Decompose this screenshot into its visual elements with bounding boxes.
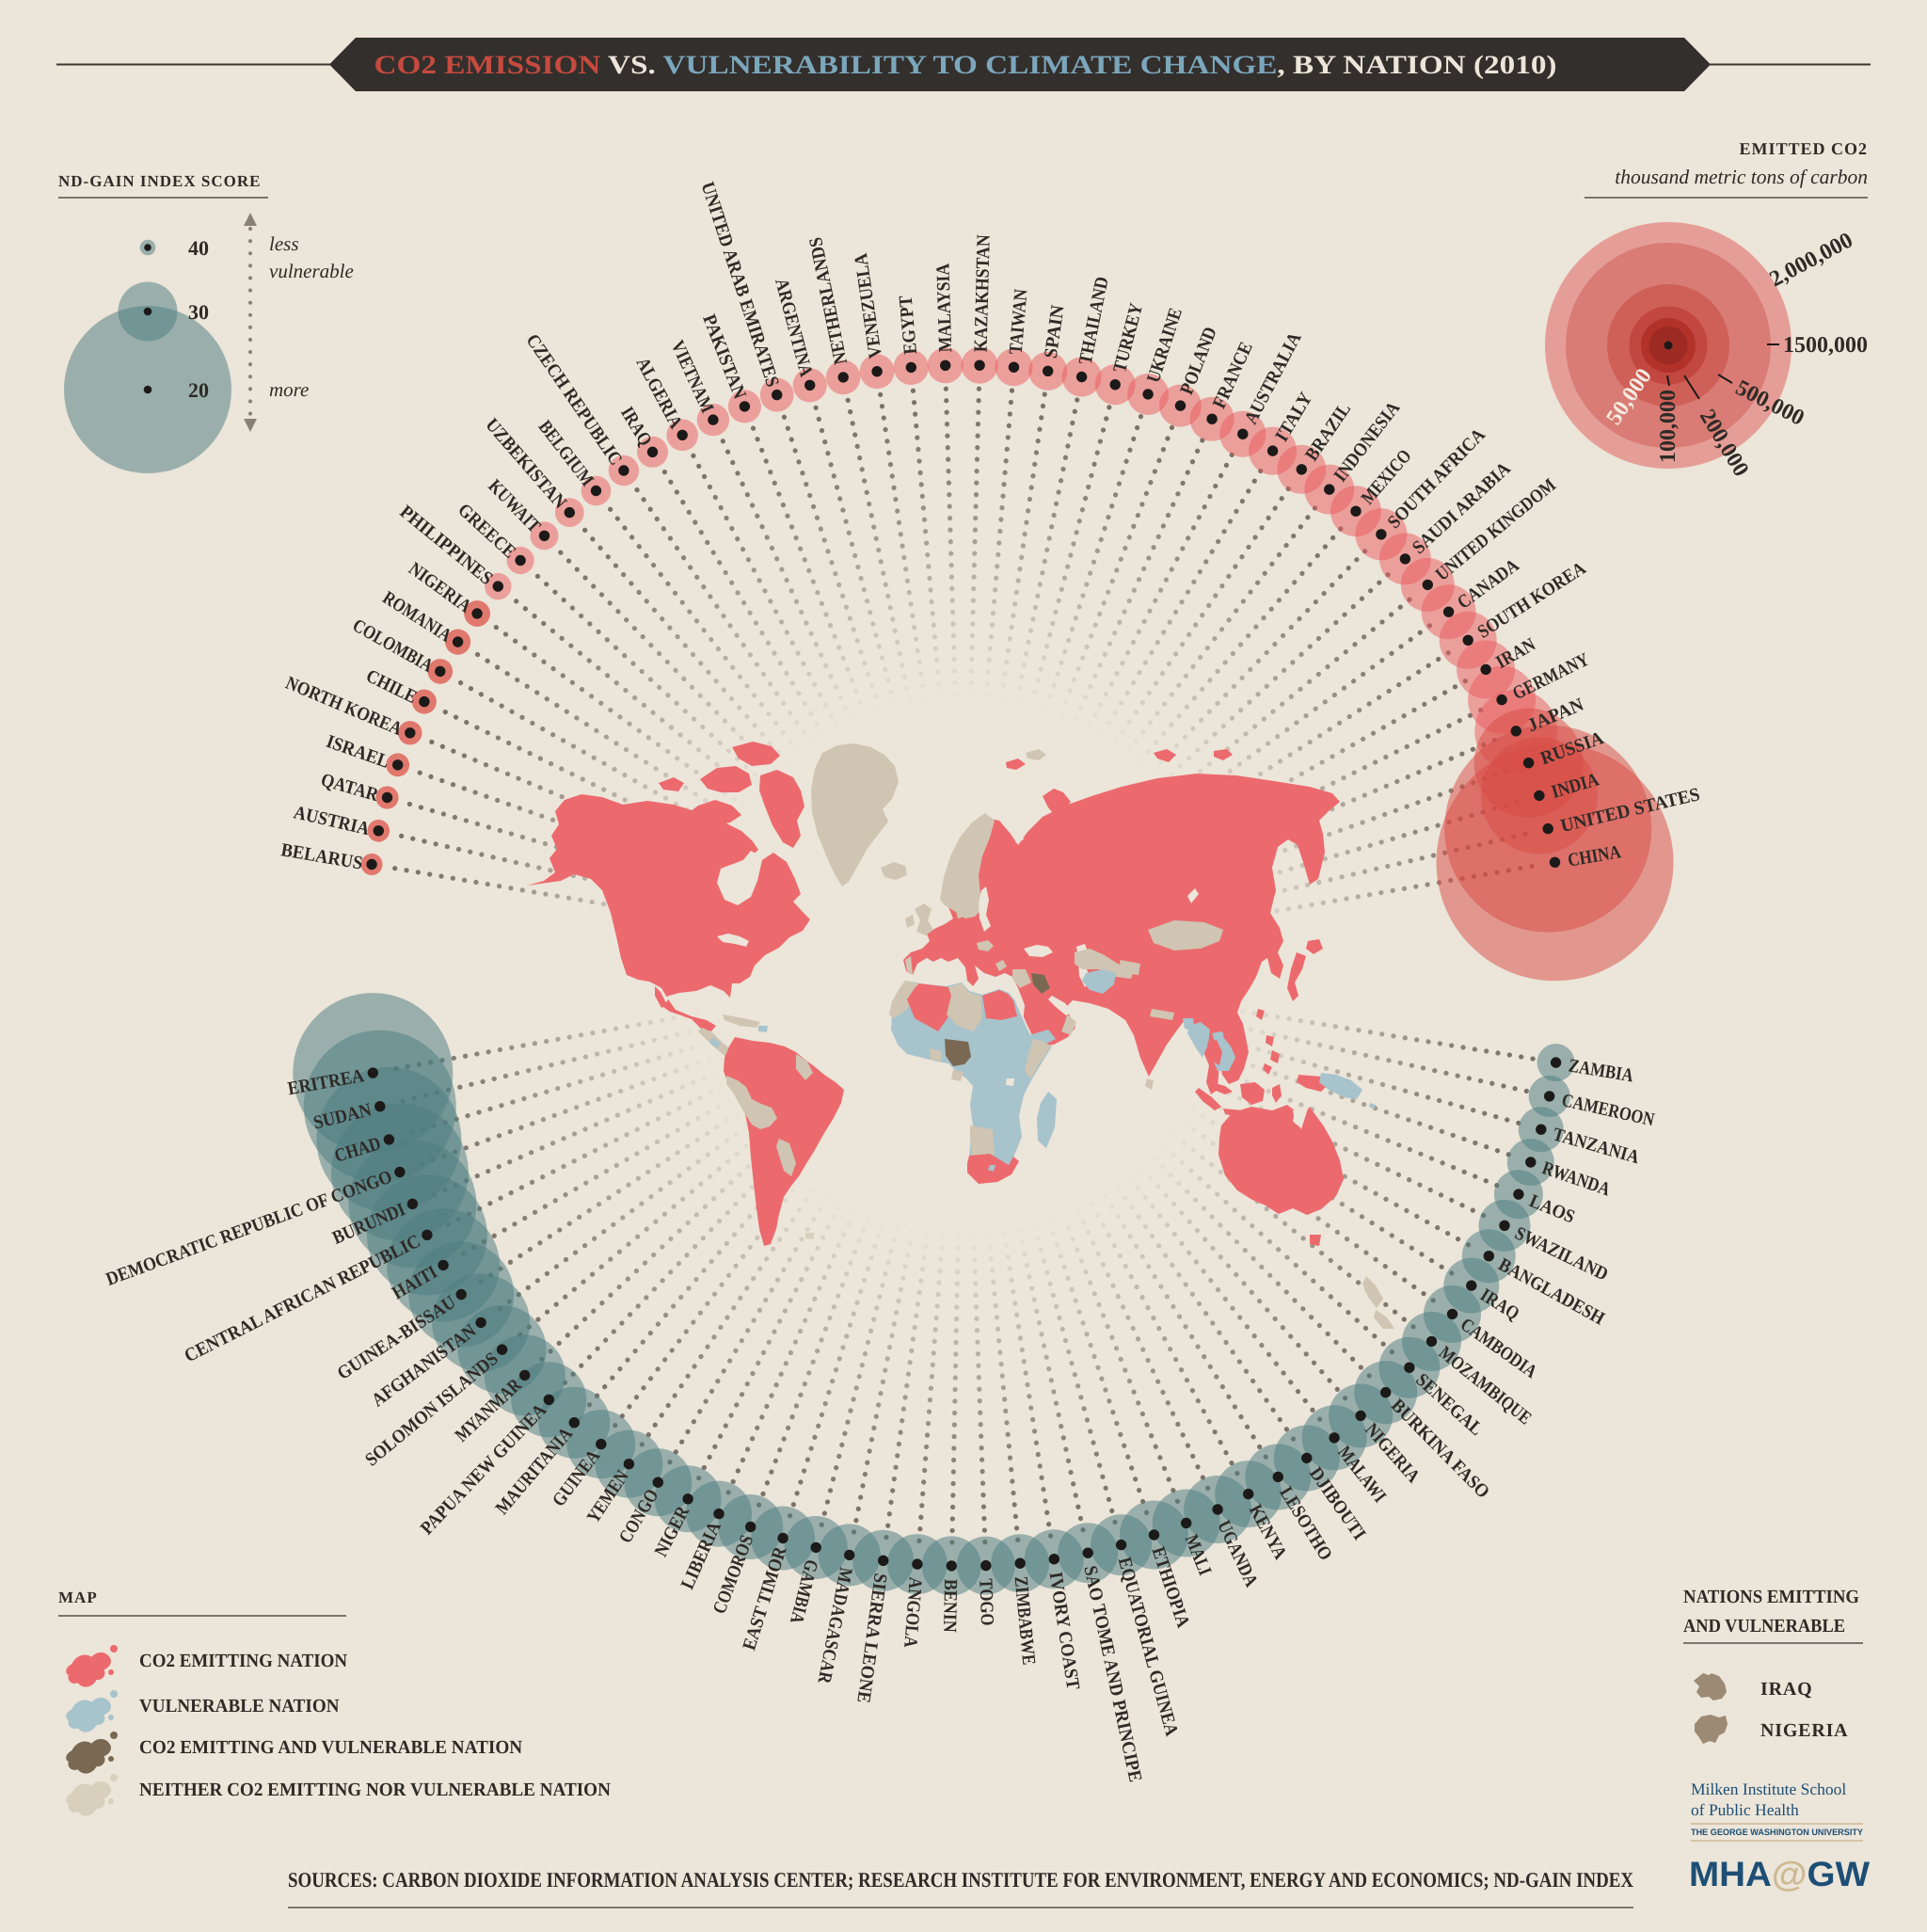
svg-text:20: 20 xyxy=(188,378,209,402)
svg-text:Milken Institute School: Milken Institute School xyxy=(1691,1780,1846,1798)
svg-text:less: less xyxy=(269,232,299,255)
svg-text:SOURCES: CARBON DIOXIDE INFORM: SOURCES: CARBON DIOXIDE INFORMATION ANAL… xyxy=(288,1868,1633,1892)
svg-text:BENIN: BENIN xyxy=(939,1579,961,1634)
svg-text:NATIONS EMITTING: NATIONS EMITTING xyxy=(1683,1587,1859,1607)
svg-text:1500,000: 1500,000 xyxy=(1783,333,1868,358)
svg-text:NIGERIA: NIGERIA xyxy=(1760,1720,1848,1741)
svg-text:MHA@GW: MHA@GW xyxy=(1689,1855,1870,1893)
svg-text:EGYPT: EGYPT xyxy=(896,295,921,356)
svg-text:100,000: 100,000 xyxy=(1656,390,1680,463)
svg-text:ND-GAIN INDEX SCORE: ND-GAIN INDEX SCORE xyxy=(58,172,261,190)
svg-text:of Public Health: of Public Health xyxy=(1691,1800,1799,1819)
svg-text:IRAQ: IRAQ xyxy=(1760,1679,1812,1700)
svg-text:MALAYSIA: MALAYSIA xyxy=(932,263,956,353)
svg-text:CO2 EMITTING AND VULNERABLE NA: CO2 EMITTING AND VULNERABLE NATION xyxy=(139,1737,523,1758)
svg-text:CO2 EMISSION VS. VULNERABILITY: CO2 EMISSION VS. VULNERABILITY TO CLIMAT… xyxy=(374,51,1557,80)
svg-text:CO2 EMITTING NATION: CO2 EMITTING NATION xyxy=(139,1651,348,1671)
svg-text:30: 30 xyxy=(188,300,209,324)
svg-text:thousand metric tons of carbon: thousand metric tons of carbon xyxy=(1615,166,1868,188)
svg-text:EMITTED CO2: EMITTED CO2 xyxy=(1739,139,1868,158)
svg-text:KAZAKHSTAN: KAZAKHSTAN xyxy=(971,233,995,352)
svg-text:vulnerable: vulnerable xyxy=(269,260,354,282)
svg-text:THE GEORGE WASHINGTON UNIVERSI: THE GEORGE WASHINGTON UNIVERSITY xyxy=(1691,1828,1864,1838)
svg-text:more: more xyxy=(269,378,309,401)
svg-text:VULNERABLE NATION: VULNERABLE NATION xyxy=(139,1696,340,1716)
svg-text:NEITHER CO2 EMITTING NOR VULNE: NEITHER CO2 EMITTING NOR VULNERABLE NATI… xyxy=(139,1780,611,1800)
svg-text:TOGO: TOGO xyxy=(975,1578,997,1626)
svg-text:MAP: MAP xyxy=(58,1589,98,1606)
svg-text:AND VULNERABLE: AND VULNERABLE xyxy=(1683,1616,1845,1637)
svg-text:40: 40 xyxy=(188,236,209,260)
